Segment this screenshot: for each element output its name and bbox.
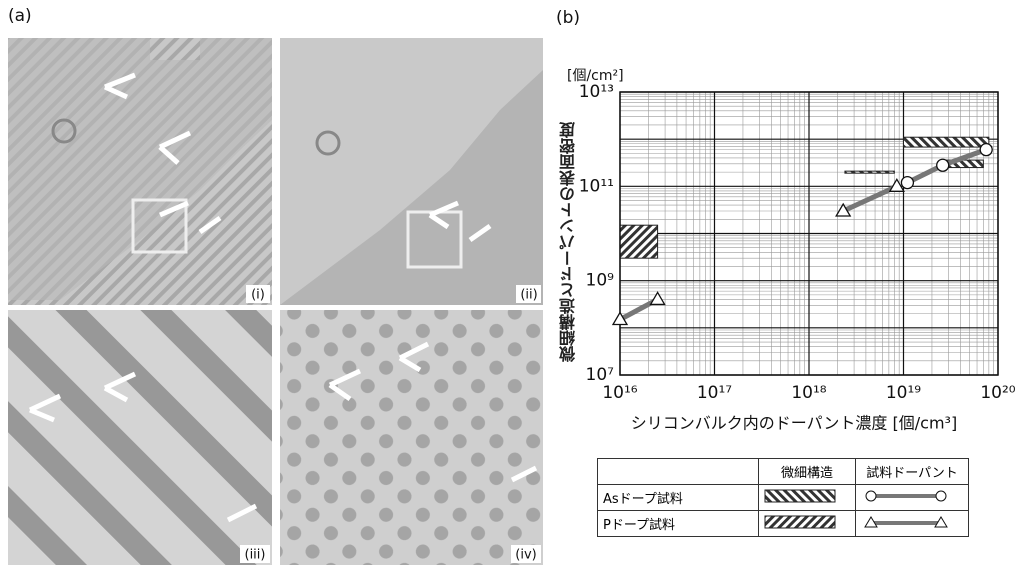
stm-images [8, 38, 543, 565]
cell [856, 485, 969, 511]
image-label: (ii) [520, 288, 537, 303]
marker [980, 144, 992, 156]
y-tick-label: 10⁷ [586, 365, 615, 385]
y-tick-label: 10¹¹ [579, 176, 614, 196]
x-tick-label: 10¹⁸ [791, 383, 826, 403]
image-label: (iv) [515, 548, 536, 563]
panel-label: (a) [8, 6, 32, 26]
cell [856, 511, 969, 537]
legend-table: 微細構造試料ドーパント Asドープ試料 Pドープ試料 [597, 458, 969, 537]
marker [651, 292, 665, 304]
swatch [861, 489, 951, 503]
y-tick-label: 10⁹ [586, 271, 615, 291]
x-tick-label: 10¹⁹ [886, 383, 921, 403]
x-axis-label: シリコンバルク内のドーパント濃度 [個/cm³] [631, 414, 957, 433]
y-axis-label: 微細構造とドーパントの表面密度 [557, 92, 581, 392]
cell [598, 459, 759, 485]
legend-header: 試料ドーパント [856, 459, 969, 485]
swatch [861, 515, 951, 529]
page: {"figure": {"panel_a": "(a)", "panel_b":… [0, 0, 1026, 569]
structure-range [620, 225, 658, 258]
x-tick-label: 10¹⁶ [602, 383, 637, 403]
panel-label: (b) [556, 8, 580, 28]
image-label: (i) [251, 288, 265, 303]
marker [937, 159, 949, 171]
swatch [764, 515, 836, 529]
legend-header: 微細構造 [759, 459, 856, 485]
cell [759, 485, 856, 511]
image-label: (iii) [245, 548, 266, 563]
x-tick-label: 10²⁰ [980, 383, 1015, 403]
x-tick-label: 10¹⁷ [697, 383, 732, 403]
legend-entry: Pドープ試料 [598, 511, 759, 537]
legend-entry: Asドープ試料 [598, 485, 759, 511]
structure-range [904, 137, 989, 147]
marker [901, 177, 913, 189]
cell [759, 511, 856, 537]
structure-range [845, 171, 894, 173]
swatch [764, 489, 836, 503]
y-tick-label: 10¹³ [579, 82, 614, 102]
